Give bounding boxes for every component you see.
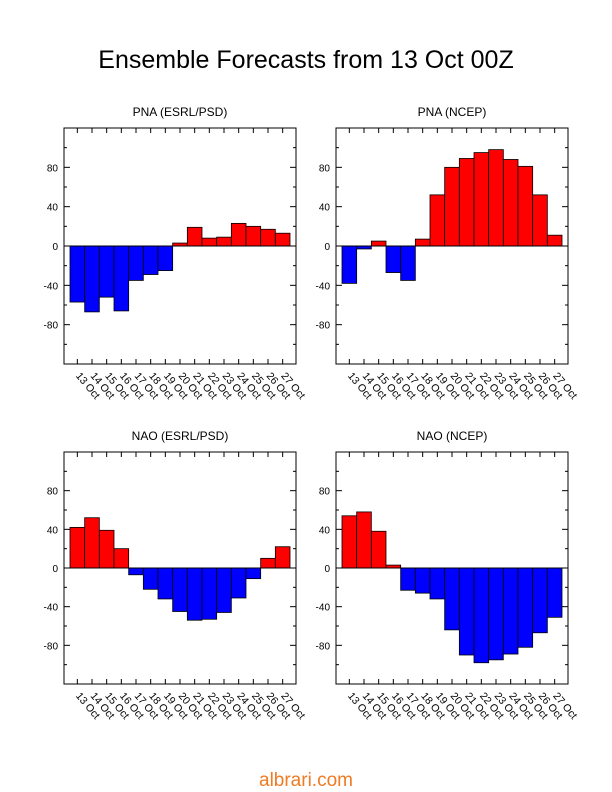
bar bbox=[172, 567, 188, 612]
watermark: albrari.com bbox=[259, 770, 353, 791]
bar bbox=[400, 567, 416, 591]
bar bbox=[98, 245, 115, 298]
bar bbox=[128, 567, 144, 576]
bar bbox=[429, 194, 446, 247]
y-tick-label: 80 bbox=[47, 163, 59, 174]
y-tick-label: 40 bbox=[47, 203, 59, 214]
page-title: Ensemble Forecasts from 13 Oct 00Z bbox=[98, 46, 514, 74]
bar bbox=[341, 515, 358, 569]
panel-title: NAO (ESRL/PSD) bbox=[132, 429, 229, 443]
bar bbox=[216, 567, 232, 613]
bar bbox=[260, 228, 276, 247]
bar bbox=[230, 222, 247, 247]
bar bbox=[186, 226, 203, 247]
y-tick-label: -40 bbox=[44, 603, 59, 614]
y-tick-label: 0 bbox=[324, 564, 330, 575]
bar bbox=[245, 567, 262, 580]
bar bbox=[370, 240, 387, 247]
bar bbox=[488, 149, 504, 247]
y-tick-label: -80 bbox=[316, 321, 331, 332]
bar bbox=[473, 567, 490, 664]
bar bbox=[201, 567, 218, 620]
bar bbox=[69, 245, 86, 303]
bar bbox=[532, 567, 548, 634]
bar bbox=[444, 567, 460, 631]
bar bbox=[142, 245, 159, 275]
panel-title: NAO (NCEP) bbox=[417, 429, 488, 443]
bar bbox=[502, 159, 519, 247]
bar bbox=[98, 529, 115, 569]
bar bbox=[385, 245, 402, 273]
bar bbox=[546, 567, 563, 618]
bar bbox=[157, 245, 174, 271]
bar bbox=[502, 567, 519, 655]
bar bbox=[84, 517, 100, 569]
bar bbox=[517, 165, 534, 247]
bar bbox=[370, 530, 387, 569]
y-tick-label: 40 bbox=[319, 525, 331, 536]
y-tick-label: -40 bbox=[316, 281, 331, 292]
bar bbox=[245, 225, 262, 247]
bar bbox=[356, 511, 372, 569]
y-tick-label: 0 bbox=[52, 564, 58, 575]
bar bbox=[69, 527, 86, 569]
y-tick-label: 80 bbox=[47, 487, 59, 498]
y-tick-label: 40 bbox=[319, 203, 331, 214]
bar bbox=[532, 194, 548, 247]
bar bbox=[274, 232, 291, 247]
bar bbox=[458, 567, 475, 656]
y-tick-label: 0 bbox=[52, 242, 58, 253]
y-tick-label: -40 bbox=[316, 603, 331, 614]
bar bbox=[113, 548, 130, 569]
y-tick-label: 0 bbox=[324, 242, 330, 253]
y-tick-label: -80 bbox=[316, 641, 331, 652]
bar bbox=[414, 238, 431, 247]
bar bbox=[400, 245, 416, 281]
bar bbox=[113, 245, 130, 312]
bar bbox=[341, 245, 358, 284]
bar bbox=[473, 152, 490, 247]
y-tick-label: 80 bbox=[319, 163, 331, 174]
bar bbox=[429, 567, 446, 600]
bar bbox=[142, 567, 159, 590]
bar bbox=[488, 567, 504, 661]
bar bbox=[414, 567, 431, 594]
bar bbox=[274, 546, 291, 569]
bar bbox=[458, 158, 475, 247]
bar bbox=[216, 236, 232, 247]
bar bbox=[186, 567, 203, 621]
y-tick-label: 40 bbox=[47, 525, 59, 536]
panel-title: PNA (NCEP) bbox=[418, 105, 487, 119]
bar bbox=[230, 567, 247, 599]
y-tick-label: -80 bbox=[44, 641, 59, 652]
y-tick-label: -40 bbox=[44, 281, 59, 292]
bar bbox=[84, 245, 100, 313]
bar bbox=[157, 567, 174, 600]
y-tick-label: -80 bbox=[44, 321, 59, 332]
y-tick-label: 80 bbox=[319, 487, 331, 498]
bar bbox=[260, 557, 276, 569]
bar bbox=[444, 166, 460, 247]
bar bbox=[201, 237, 218, 247]
bar bbox=[546, 234, 563, 247]
bar bbox=[128, 245, 144, 281]
bar bbox=[517, 567, 534, 648]
panel-title: PNA (ESRL/PSD) bbox=[133, 105, 228, 119]
